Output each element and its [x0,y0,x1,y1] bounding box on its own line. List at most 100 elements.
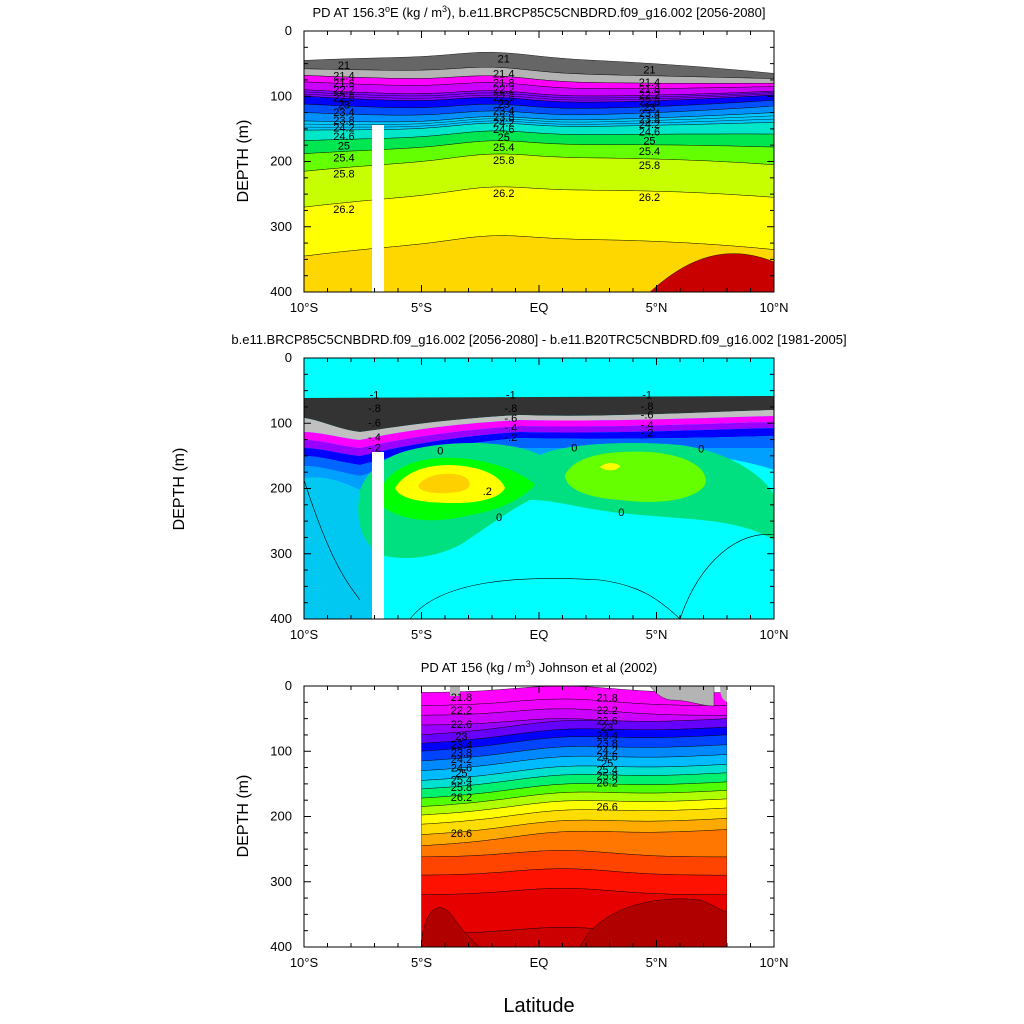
p1-contour-label: 25 [643,135,655,147]
p2-band-neg0.6 [304,422,774,456]
panel-3-ylabel: DEPTH (m) [235,775,252,858]
p2-contour-label: -.6 [368,418,381,430]
p3-contour-label: 22.6 [596,716,617,728]
p1-contour-label: 23.8 [333,115,354,127]
p1-contour-label: 21 [338,60,350,72]
panel-1-masked-column [372,125,384,292]
p1-contour-label: 23.8 [493,112,514,124]
p3-contour-label: 25 [455,768,467,780]
p3-contour-label: 21.8 [596,693,617,705]
panel-1: PD AT 156.3oE (kg / m3), b.e11.BRCP85C5C… [235,4,789,315]
p1-contour-label: 21 [498,54,510,66]
p1-contour-label: 25.4 [333,152,354,164]
p1-contour-label: 24.2 [333,123,354,135]
p2-contour-label: 0 [618,507,624,519]
x-tick-label: EQ [530,627,549,642]
p3-contour-label: 25.4 [596,765,617,777]
p3-band-deepest [579,898,727,947]
p1-contour-label: 24.2 [639,119,660,131]
p1-contour-label: 22.2 [333,85,354,97]
p3-contour-label: 23 [601,722,613,734]
y-tick-label: 400 [270,284,292,299]
x-tick-label: 5°N [646,300,668,315]
p2-band-neg0.8 [304,416,774,448]
p3-contour-label: 26.6 [596,802,617,814]
x-tick-label: 5°S [411,627,432,642]
p2-contour-label: -.4 [368,432,381,444]
p3-contour-label: 22.2 [451,705,472,717]
p1-contour-label: 25.8 [639,160,660,172]
p1-contour-label: 24.6 [639,126,660,138]
p1-contour-label: 21.8 [333,78,354,90]
p1-contour-label: 23.4 [333,107,354,119]
panel-1-title: PD AT 156.3oE (kg / m3), b.e11.BRCP85C5C… [312,4,765,20]
panel-3: PD AT 156 (kg / m3) Johnson et al (2002)… [235,659,789,970]
y-tick-label: 200 [270,154,292,169]
panel-2-ylabel: DEPTH (m) [171,448,188,531]
p2-contour-c [679,534,774,619]
p3-contour-label: 25.8 [451,782,472,794]
p2-contour-label: -.8 [641,401,654,413]
p1-contour-line [304,115,774,125]
x-tick-label: 5°S [411,300,432,315]
x-tick-label: 10°S [290,300,319,315]
p1-contour-label: 21.4 [639,77,660,89]
p2-band-pos0.3 [418,473,470,494]
p1-contour-label: 22.2 [639,90,660,102]
p3-contour-label: 25.4 [451,774,472,786]
p2-contour-label: -1 [506,389,516,401]
x-tick-label: 10°S [290,627,319,642]
x-tick-label: 5°S [411,955,432,970]
panel-3-density-bands [421,686,727,947]
p3-contour-label: 23.4 [451,740,472,752]
p1-contour-label: 22.6 [493,92,514,104]
panel-3-title: PD AT 156 (kg / m3) Johnson et al (2002) [421,659,658,675]
x-tick-label: EQ [530,300,549,315]
p2-contour-label: -.8 [368,403,381,415]
p1-contour-label: 24.2 [493,118,514,130]
p3-contour-label: 21.8 [451,692,472,704]
p1-contour-label: 25 [498,132,510,144]
x-tick-label: 10°N [759,300,788,315]
p2-contour-label: -1 [370,389,380,401]
p3-contour-label: 23 [455,731,467,743]
p2-contour-label: -.2 [641,427,654,439]
p1-contour-line [304,93,774,101]
p1-contour-label: 26.2 [493,188,514,200]
y-tick-label: 400 [270,939,292,954]
p1-contour-label: 24.6 [333,131,354,143]
y-tick-label: 100 [270,743,292,758]
x-tick-label: 10°N [759,627,788,642]
x-tick-label: 5°N [646,627,668,642]
p2-contour-label: 0 [496,512,502,524]
y-tick-label: 300 [270,546,292,561]
p2-contour-label: 0 [698,444,704,456]
y-tick-label: 200 [270,481,292,496]
p2-contour-label: -1 [642,389,652,401]
p2-band-neg0.9 [304,410,774,440]
p2-contour-label: -.2 [368,442,381,454]
p3-contour-label: 26.6 [451,828,472,840]
y-tick-label: 0 [285,350,292,365]
p1-contour-label: 21.8 [493,77,514,89]
panel-3-contour-labels: 21.8 21.822.2 22.222.6 22.6232323.423.423.8… [451,692,618,840]
p1-contour-label: 23.4 [493,105,514,117]
p3-contour-label: 22.2 [596,705,617,717]
y-tick-label: 100 [270,415,292,430]
p1-contour-label: 22.2 [493,84,514,96]
panel-1-axes: 10°S 5°S EQ 5°N 10°N 0 100 200 300 400 [270,23,788,315]
p3-band-light [450,686,460,696]
panel-2-contour-labels: -1-.8-.6-.4-.2-1-.8-.6-.4-.2-1-.8-.6-.4-… [368,389,704,524]
p3-contour-label: 26.2 [451,792,472,804]
p1-contour-label: 25.4 [493,142,514,154]
p3-contour-label: 22.6 [451,719,472,731]
p1-contour-label: 23.4 [639,108,660,120]
p3-band-light [649,686,715,707]
p3-contour-label: 24.2 [451,754,472,766]
p3-contour-label: 25.8 [596,770,617,782]
p1-contour-label: 23.8 [639,114,660,126]
p2-band-pos0.1-north [565,451,706,502]
p1-contour-label: 22.6 [333,93,354,105]
x-tick-label: EQ [530,955,549,970]
